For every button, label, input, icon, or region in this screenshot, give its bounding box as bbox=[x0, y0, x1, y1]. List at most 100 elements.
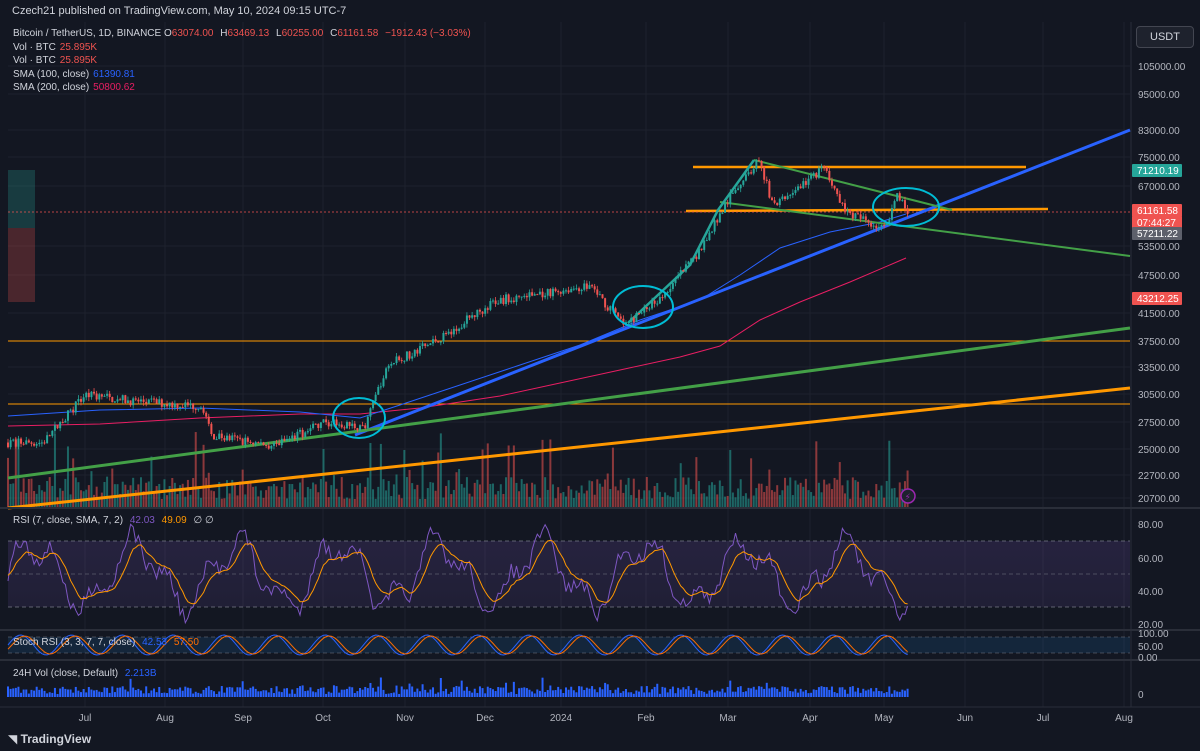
volume-bar bbox=[578, 492, 581, 507]
tradingview-logo[interactable]: ◥ TradingView bbox=[8, 727, 91, 751]
candle-body bbox=[80, 399, 83, 402]
vol24-bar bbox=[750, 688, 753, 697]
volume-bar bbox=[609, 489, 612, 507]
candle-body bbox=[124, 395, 127, 403]
candle-body bbox=[145, 401, 148, 404]
vol24-bar bbox=[424, 689, 427, 697]
vol24-bar bbox=[90, 689, 93, 697]
candle-body bbox=[132, 398, 135, 406]
volume-bar bbox=[387, 480, 390, 507]
vol24-bar bbox=[134, 690, 137, 697]
volume-bar bbox=[301, 476, 304, 507]
vol24-bar bbox=[25, 689, 28, 697]
vol24-value: 2.213B bbox=[125, 668, 157, 679]
candle-body bbox=[737, 188, 740, 190]
volume-bar bbox=[158, 483, 161, 507]
vol24-bar bbox=[713, 692, 716, 697]
vol24-bar bbox=[100, 692, 103, 697]
candle-body bbox=[184, 402, 187, 408]
volume-bar bbox=[875, 484, 878, 507]
vol24-bar bbox=[877, 690, 880, 697]
candle-body bbox=[747, 172, 750, 175]
volume-bar bbox=[220, 498, 223, 507]
price-axis[interactable]: 105000.00 95000.00 83000.00 75000.00 67000.0… bbox=[1138, 62, 1186, 505]
vol24-bar bbox=[322, 687, 325, 697]
candle-body bbox=[106, 393, 109, 396]
vol24-bar bbox=[765, 682, 768, 697]
vol24-bar bbox=[617, 687, 620, 697]
vol24-bar bbox=[499, 687, 502, 697]
volume-bars bbox=[7, 432, 909, 507]
vol24-bar bbox=[825, 687, 828, 697]
vol24-bar bbox=[176, 689, 179, 697]
candle-body bbox=[713, 220, 716, 232]
svg-text:RSI (7, close, SMA, 7, 2)[interactable]: RSI (7, close, SMA, 7, 2) 42.03 49.09 ∅ … bbox=[13, 515, 214, 526]
candle-body bbox=[186, 402, 189, 406]
svg-text:SMA (100, close)61390.81[interactable]: SMA (100, close) 61390.81 bbox=[13, 69, 135, 80]
vol24-bar bbox=[705, 693, 708, 697]
candle-body bbox=[784, 196, 787, 200]
candle-body bbox=[557, 291, 560, 293]
candle-body bbox=[252, 442, 255, 445]
candle-body bbox=[541, 291, 544, 298]
svg-text:24H Vol (close, Default) 2[interactable]: 24H Vol (close, Default) 2.213B bbox=[13, 668, 157, 679]
candle-body bbox=[851, 212, 854, 219]
time-tick-label: Aug bbox=[1115, 713, 1133, 724]
time-axis[interactable]: Jul Aug Sep Oct Nov Dec 2024 Feb Mar Apr May Jun Jul… bbox=[79, 713, 1133, 724]
volume-bar bbox=[604, 479, 607, 507]
impulse-line bbox=[627, 159, 756, 324]
volume-bar bbox=[849, 498, 852, 507]
svg-text:⚡: ⚡ bbox=[905, 492, 911, 502]
volume-bar bbox=[22, 478, 25, 507]
volume-bar bbox=[439, 433, 442, 507]
volume-bar bbox=[278, 496, 281, 507]
candle-body bbox=[40, 442, 43, 444]
svg-text:Stoch RSI (3, 3, 7, 7, close)[interactable]: Stoch RSI (3, 3, 7, 7, close) 42.53 57.5… bbox=[13, 637, 199, 648]
svg-text:SMA (200, close)50800.62[interactable]: SMA (200, close) 50800.62 bbox=[13, 82, 135, 93]
candle-body bbox=[437, 341, 440, 343]
currency-button[interactable]: USDT bbox=[1136, 26, 1194, 48]
vol24-bar bbox=[888, 686, 891, 697]
vol24-bar bbox=[489, 687, 492, 697]
candle-body bbox=[408, 351, 411, 359]
vol24-bar bbox=[432, 687, 435, 697]
vol24-bar bbox=[703, 691, 706, 697]
legend-symbol[interactable]: Bitcoin / TetherUS, 1D, BINANCE bbox=[13, 28, 162, 39]
candle-body bbox=[226, 435, 229, 441]
candle-body bbox=[549, 289, 552, 297]
vol24-bar bbox=[345, 688, 348, 697]
vol24-bar bbox=[588, 688, 591, 697]
candle-body bbox=[85, 392, 88, 398]
lightning-icon[interactable] bbox=[900, 488, 916, 504]
vol24-bar bbox=[843, 689, 846, 697]
vol24-bar bbox=[450, 691, 453, 697]
rsi-axis: 80.00 60.00 40.00 20.00 bbox=[1138, 520, 1163, 631]
volume-bar bbox=[525, 483, 528, 507]
candle-body bbox=[763, 167, 766, 180]
vol24-bar bbox=[533, 693, 536, 697]
vol24-bar bbox=[296, 688, 299, 697]
candle-body bbox=[27, 440, 30, 443]
volume-bar bbox=[627, 477, 630, 507]
volume-bar bbox=[512, 445, 515, 507]
legend-sma100-value: 61390.81 bbox=[93, 69, 135, 80]
candle-body bbox=[129, 400, 132, 406]
candle-body bbox=[192, 403, 195, 409]
vol24-bar bbox=[486, 686, 489, 697]
vol24-bar bbox=[455, 685, 458, 697]
candle-body bbox=[53, 425, 56, 431]
candle-body bbox=[760, 160, 763, 168]
candle-body bbox=[150, 398, 153, 400]
candle-body bbox=[716, 220, 719, 223]
candle-body bbox=[817, 168, 820, 178]
vol24-bar bbox=[627, 692, 630, 697]
candle-body bbox=[48, 435, 51, 437]
candlestick-series bbox=[7, 157, 909, 452]
candle-body bbox=[126, 400, 129, 403]
volume-bar bbox=[106, 476, 109, 507]
vol24-bar bbox=[778, 691, 781, 697]
vol24-bar bbox=[192, 693, 195, 697]
